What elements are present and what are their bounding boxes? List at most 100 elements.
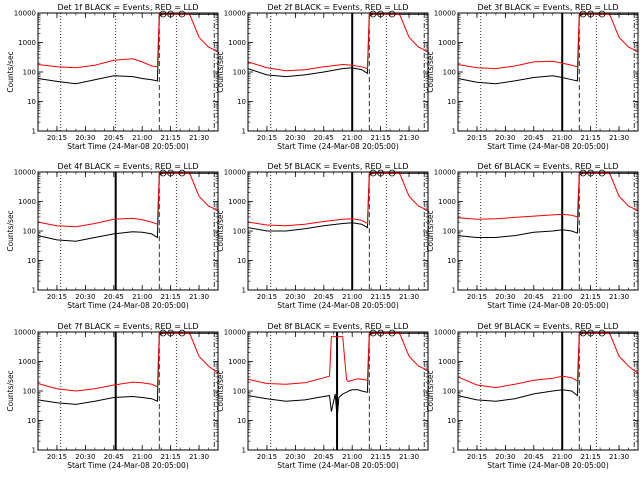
x-axis-label: Start Time (24-Mar-08 20:05:00)	[277, 461, 399, 470]
lld-series-line	[37, 172, 219, 228]
x-tick-label: 21:00	[552, 134, 572, 142]
lld-series-line	[457, 332, 639, 389]
y-tick-label: 100	[233, 388, 246, 396]
events-series-line	[457, 332, 638, 402]
y-tick-label: 100	[443, 69, 456, 77]
x-tick-label: 21:15	[581, 453, 601, 461]
y-tick-label: 10000	[14, 169, 36, 177]
saturation-marker	[159, 329, 167, 337]
x-tick-label: 20:15	[47, 293, 67, 301]
x-tick-label: 21:15	[161, 453, 181, 461]
saturation-marker	[388, 329, 396, 337]
chart-title: Det 2f BLACK = Events, RED = LLD	[267, 3, 408, 12]
y-tick-label: 10000	[434, 329, 456, 337]
y-tick-label: 1000	[228, 39, 246, 47]
y-tick-label: 1000	[228, 198, 246, 206]
chart-panel-3: Det 3f BLACK = Events, RED = LLD 1 10 100 10…	[426, 3, 639, 151]
y-tick-label: 10000	[224, 10, 246, 18]
y-tick-label: 100	[23, 69, 36, 77]
y-tick-label: 1000	[438, 358, 456, 366]
lld-series-line	[247, 332, 429, 385]
x-tick-label: 20:30	[75, 293, 95, 301]
y-tick-label: 1000	[18, 358, 36, 366]
x-tick-label: 21:00	[342, 134, 362, 142]
saturation-marker	[369, 169, 377, 177]
lld-series-line	[457, 13, 639, 70]
x-tick-label: 21:00	[132, 134, 152, 142]
saturation-marker	[178, 329, 186, 337]
chart-panel-7: Det 7f BLACK = Events, RED = LLD 1 10 100 10…	[6, 322, 219, 470]
lld-series-line	[247, 13, 429, 72]
x-tick-label: 20:15	[257, 453, 277, 461]
x-tick-label: 21:30	[399, 293, 419, 301]
y-tick-label: 10	[447, 98, 456, 106]
y-tick-label: 10000	[14, 329, 36, 337]
events-series-line	[37, 332, 218, 405]
y-tick-label: 100	[443, 228, 456, 236]
x-tick-label: 20:15	[467, 453, 487, 461]
x-tick-label: 21:00	[552, 453, 572, 461]
x-tick-label: 20:30	[75, 134, 95, 142]
y-tick-label: 1	[242, 128, 246, 136]
y-axis-label: Counts/sec	[216, 51, 225, 92]
x-tick-label: 21:15	[371, 453, 391, 461]
saturation-marker	[598, 169, 606, 177]
y-tick-label: 1	[242, 287, 246, 295]
x-axis-label: Start Time (24-Mar-08 20:05:00)	[67, 142, 189, 151]
x-axis-label: Start Time (24-Mar-08 20:05:00)	[67, 461, 189, 470]
x-tick-label: 21:00	[552, 293, 572, 301]
events-series-line	[457, 172, 638, 238]
y-tick-label: 10	[237, 98, 246, 106]
x-tick-label: 20:30	[285, 293, 305, 301]
chart-panel-2: Det 2f BLACK = Events, RED = LLD 1 10 100 10…	[216, 3, 429, 151]
x-tick-label: 21:15	[581, 134, 601, 142]
x-axis-label: Start Time (24-Mar-08 20:05:00)	[67, 301, 189, 310]
x-tick-label: 20:30	[75, 453, 95, 461]
saturation-marker	[598, 329, 606, 337]
x-tick-label: 21:15	[371, 134, 391, 142]
y-tick-label: 1	[242, 447, 246, 455]
events-series-line	[37, 172, 218, 242]
saturation-marker	[579, 169, 587, 177]
x-tick-label: 20:45	[104, 453, 124, 461]
chart-title: Det 5f BLACK = Events, RED = LLD	[267, 162, 408, 171]
y-tick-label: 1000	[18, 39, 36, 47]
x-axis-label: Start Time (24-Mar-08 20:05:00)	[277, 142, 399, 151]
x-tick-label: 21:00	[132, 453, 152, 461]
chart-title: Det 7f BLACK = Events, RED = LLD	[57, 322, 198, 331]
plot-frame	[37, 171, 219, 291]
chart-panel-6: Det 6f BLACK = Events, RED = LLD 1 10 100 10…	[426, 162, 639, 310]
x-tick-label: 20:15	[467, 134, 487, 142]
x-tick-label: 21:00	[342, 453, 362, 461]
chart-title: Det 3f BLACK = Events, RED = LLD	[477, 3, 618, 12]
saturation-marker	[598, 10, 606, 18]
saturation-marker	[159, 169, 167, 177]
chart-title: Det 6f BLACK = Events, RED = LLD	[477, 162, 618, 171]
y-tick-label: 1000	[438, 198, 456, 206]
x-tick-label: 21:00	[132, 293, 152, 301]
y-tick-label: 10	[237, 257, 246, 265]
x-tick-label: 20:45	[314, 293, 334, 301]
x-tick-label: 20:45	[314, 134, 334, 142]
x-tick-label: 21:30	[609, 453, 629, 461]
x-tick-label: 20:45	[524, 453, 544, 461]
x-axis-label: Start Time (24-Mar-08 20:05:00)	[277, 301, 399, 310]
chart-panel-1: Det 1f BLACK = Events, RED = LLD 1 10 100 10…	[6, 3, 219, 151]
events-series-line	[37, 13, 218, 85]
y-axis-label: Counts/sec	[216, 370, 225, 411]
plot-frame	[457, 331, 639, 451]
x-tick-label: 20:30	[495, 453, 515, 461]
chart-title: Det 4f BLACK = Events, RED = LLD	[57, 162, 198, 171]
y-axis-label: Counts/sec	[426, 51, 435, 92]
lld-series-line	[37, 332, 219, 392]
x-tick-label: 21:30	[609, 293, 629, 301]
y-tick-label: 100	[23, 388, 36, 396]
y-tick-label: 10	[27, 98, 36, 106]
x-tick-label: 20:15	[257, 134, 277, 142]
x-axis-label: Start Time (24-Mar-08 20:05:00)	[487, 301, 609, 310]
saturation-marker	[369, 10, 377, 18]
y-tick-label: 100	[443, 388, 456, 396]
plot-frame	[37, 331, 219, 451]
